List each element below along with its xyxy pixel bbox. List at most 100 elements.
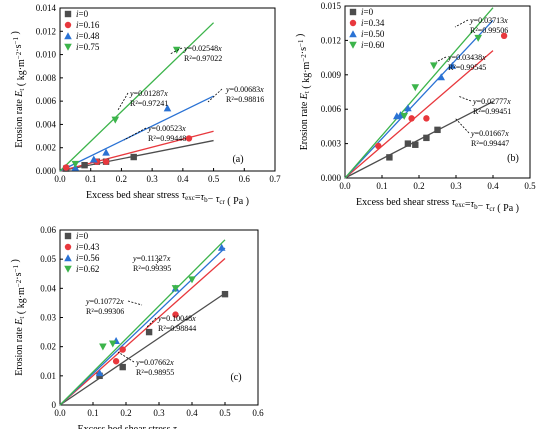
data-point xyxy=(99,343,107,351)
x-tick-label: 0.1 xyxy=(85,174,96,184)
data-point xyxy=(448,61,457,69)
data-point xyxy=(102,158,110,165)
y-tick-label: 0.05 xyxy=(40,254,56,264)
data-point xyxy=(221,290,229,298)
legend-marker xyxy=(349,8,357,16)
annotation-pointer xyxy=(435,56,447,63)
data-point xyxy=(81,161,88,169)
annotation-pointer xyxy=(169,47,183,55)
legend-marker xyxy=(64,21,72,29)
y-tick-label: 0.014 xyxy=(36,3,57,13)
y-tick-label: 0.02 xyxy=(40,342,56,352)
legend-marker xyxy=(64,254,72,262)
x-tick-label: 0.0 xyxy=(54,174,66,184)
legend-marker xyxy=(64,43,72,51)
x-axis-label: Excess bed shear stress τexc=τb− τcr ( P… xyxy=(86,190,249,207)
fit-r-squared: R²=0.98955 xyxy=(136,368,174,377)
plot-frame xyxy=(59,7,276,172)
y-tick-label: 0.002 xyxy=(36,143,56,153)
fit-r-squared: R²=0.98844 xyxy=(158,324,196,333)
data-point xyxy=(119,363,126,371)
x-tick-label: 0.0 xyxy=(339,181,351,191)
fit-equation: y=0.00683x xyxy=(225,85,264,94)
y-axis-label: Erosion rate Et ( kg·m−2·s−1 ) xyxy=(10,31,27,148)
y-tick-label: 0.06 xyxy=(40,225,56,235)
data-point xyxy=(185,135,193,142)
plot-frame xyxy=(344,5,531,179)
y-tick-label: 0.004 xyxy=(36,119,57,129)
x-tick-label: 0.6 xyxy=(239,174,251,184)
fit-equation: y=0.10772x xyxy=(85,297,124,306)
fit-line xyxy=(344,7,494,179)
legend-marker xyxy=(349,41,357,49)
fit-equation: y=0.03438x xyxy=(447,53,486,62)
fit-equation: y=0.01667x xyxy=(470,129,509,138)
y-tick-label: 0.010 xyxy=(36,50,57,60)
data-point xyxy=(163,104,172,112)
data-point xyxy=(404,104,412,112)
y-axis-label: Erosion rate Et ( kg·m−2·s−1 ) xyxy=(295,34,312,151)
data-point xyxy=(172,46,181,54)
fit-r-squared: R²=0.97241 xyxy=(130,99,168,108)
y-tick-label: 0.009 xyxy=(321,70,342,80)
fit-equation: y=0.11327x xyxy=(132,254,171,263)
annotation-pointer xyxy=(454,19,469,28)
x-tick-label: 0.3 xyxy=(153,408,165,418)
y-tick-label: 0.01 xyxy=(40,371,56,381)
data-point xyxy=(171,285,180,293)
x-tick-label: 0.4 xyxy=(177,174,189,184)
fit-line xyxy=(59,247,226,406)
data-point xyxy=(375,142,382,150)
fit-line xyxy=(59,292,226,406)
fit-equation: y=0.02777x xyxy=(472,97,511,106)
chart-panel-c: 0.0 0.1 0.2 0.3 0.4 0.5 0.6 0 0.01 0.02 0.03 0.04 0.… xyxy=(10,225,264,434)
data-point xyxy=(109,340,117,348)
panel-label: (a) xyxy=(232,154,243,165)
fit-r-squared: R²=0.97022 xyxy=(184,54,222,63)
fit-equation: y=0.07662x xyxy=(135,358,174,367)
legend-label: i=0 xyxy=(76,231,89,241)
fit-equation: y=0.10048x xyxy=(157,314,196,323)
legend-marker xyxy=(64,243,72,251)
legend-marker xyxy=(64,10,72,18)
y-tick-label: 0.006 xyxy=(321,104,342,114)
y-tick-label: 0.012 xyxy=(321,35,341,45)
panel-label: (b) xyxy=(507,153,519,164)
fit-line xyxy=(344,100,494,179)
x-axis-label: Excess bed shear stress τexc=τb− τcr ( P… xyxy=(78,424,241,429)
legend-label: i=0 xyxy=(76,9,89,19)
legend-label: i=0.16 xyxy=(76,20,100,30)
fit-line xyxy=(344,50,494,179)
legend-label: i=0.43 xyxy=(76,242,100,252)
legend-label: i=0.75 xyxy=(76,42,100,52)
fit-line xyxy=(59,239,226,406)
legend-marker xyxy=(349,30,357,38)
data-point xyxy=(411,84,420,92)
fit-r-squared: R²=0.99306 xyxy=(86,307,124,316)
x-tick-label: 0.4 xyxy=(186,408,198,418)
data-point xyxy=(188,276,196,284)
annotation-pointer xyxy=(117,351,135,363)
data-point xyxy=(412,141,419,148)
chart-panel-a: 0.0 0.1 0.2 0.3 0.4 0.5 0.6 0.7 0.000 0.002 0.004 0… xyxy=(10,3,281,207)
y-tick-label: 0 xyxy=(52,400,57,410)
fit-r-squared: R²=0.99448 xyxy=(148,134,186,143)
data-point xyxy=(423,134,430,142)
x-tick-label: 0.1 xyxy=(87,408,98,418)
y-tick-label: 0.04 xyxy=(40,283,56,293)
fit-equation: y=0.01287x xyxy=(129,89,168,98)
fit-line xyxy=(59,257,226,406)
x-axis-label: Excess bed shear stress τexc=τb− τcr ( P… xyxy=(356,197,519,214)
x-tick-label: 0.4 xyxy=(487,181,499,191)
annotation-pointer xyxy=(146,317,157,328)
data-point xyxy=(111,116,120,124)
x-tick-label: 0.6 xyxy=(252,408,264,418)
x-tick-label: 0.3 xyxy=(147,174,159,184)
annotation-pointer xyxy=(155,257,161,266)
fit-equation: y=0.00523x xyxy=(147,124,186,133)
annotation-pointer xyxy=(457,95,472,102)
annotation-pointer xyxy=(207,88,223,103)
y-tick-label: 0.008 xyxy=(36,73,57,83)
y-tick-label: 0.015 xyxy=(321,1,342,11)
